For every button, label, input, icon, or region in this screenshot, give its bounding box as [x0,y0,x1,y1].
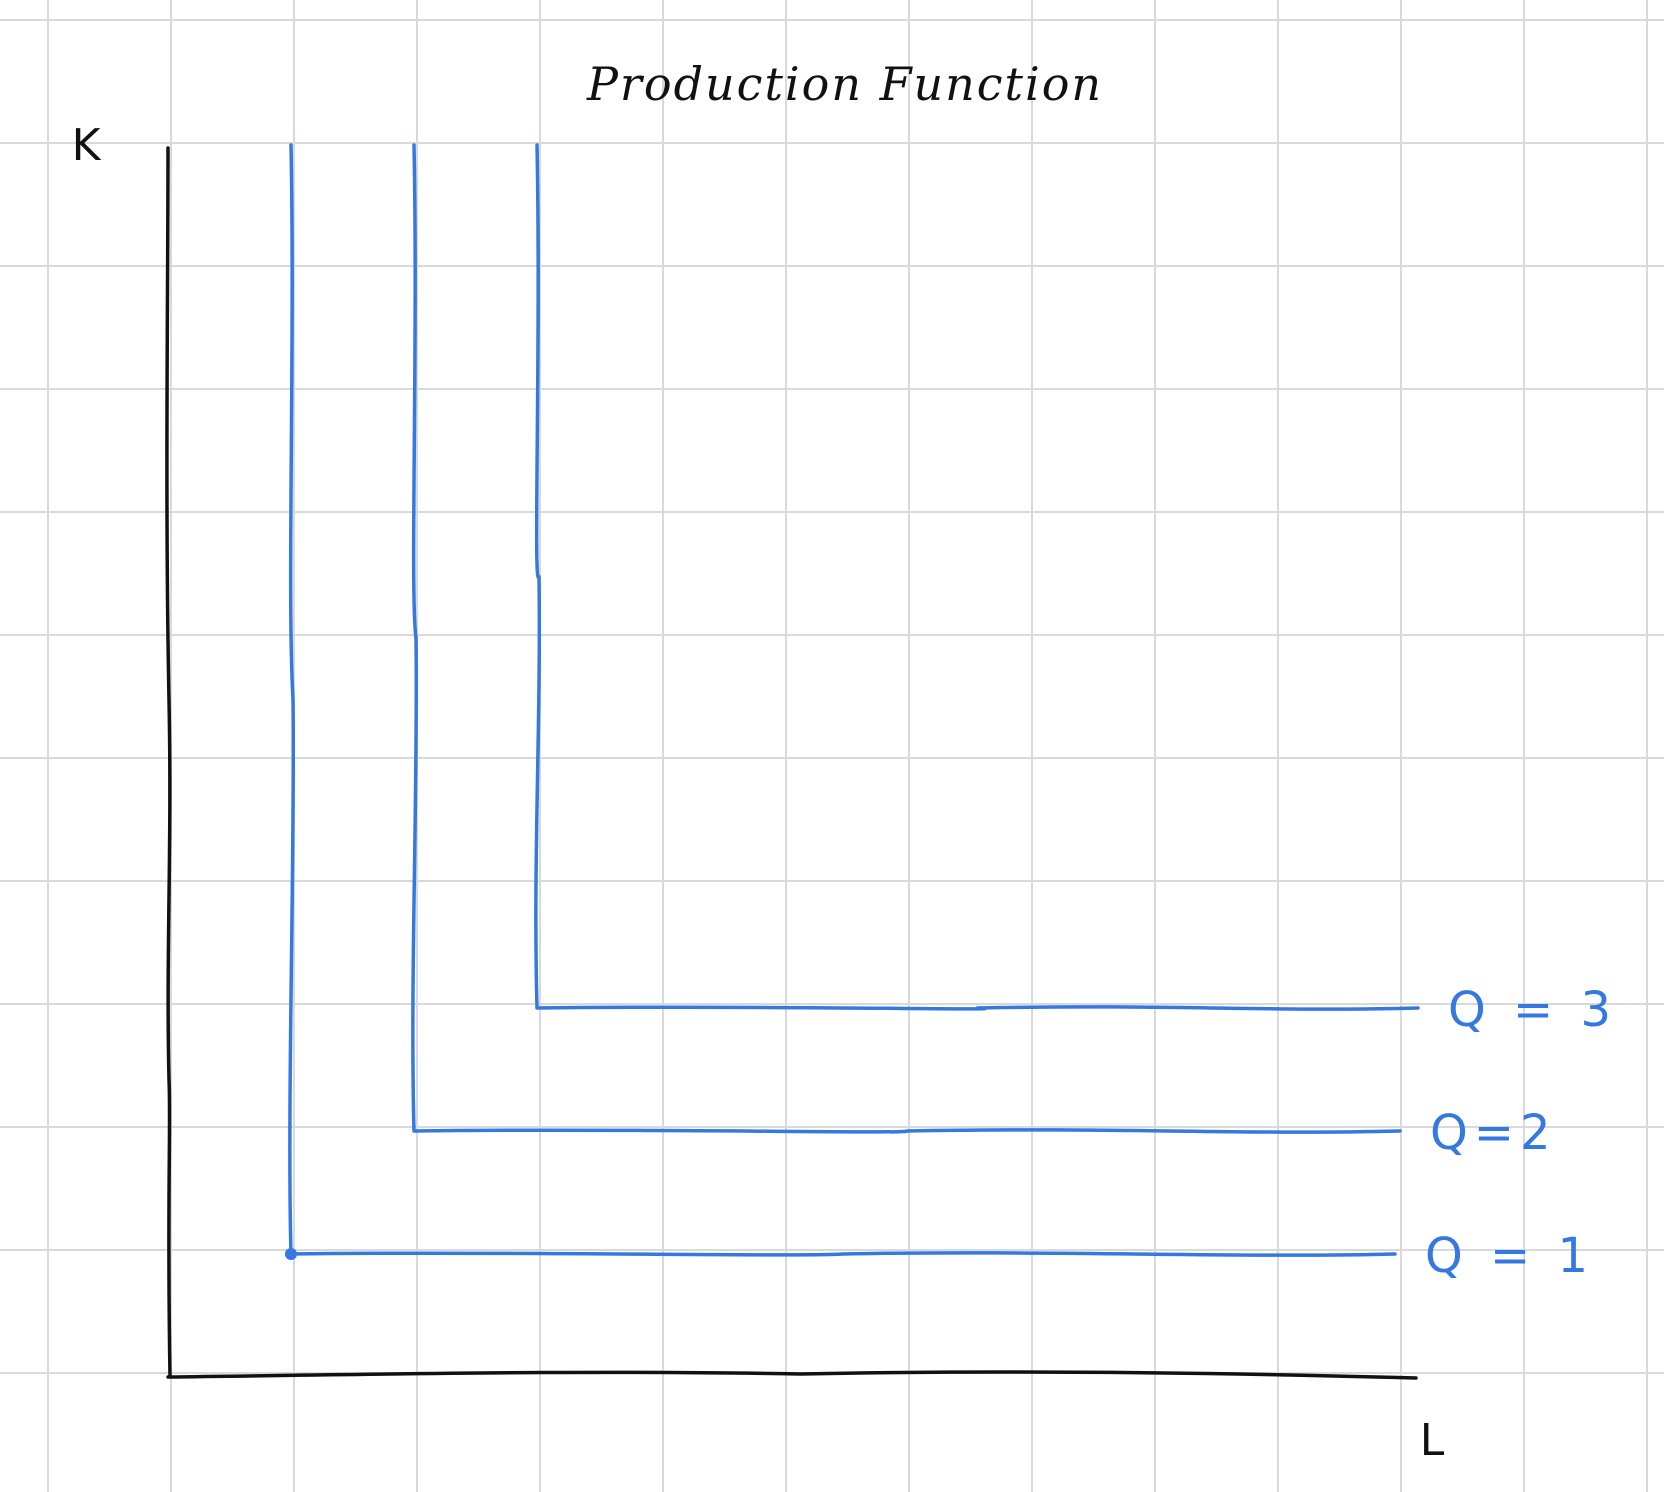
x-axis [166,1370,1418,1380]
isoquant-line [411,143,1402,1134]
axes: K L [72,120,1445,1466]
y-axis-label: K [72,120,102,171]
isoquant-label: Q = 3 [1448,982,1617,1038]
x-axis-label: L [1420,1415,1445,1466]
isoquant-line [534,143,1420,1011]
y-axis [165,146,172,1378]
isoquant-label: Q=2 [1430,1105,1557,1161]
isoquant-corner-dot [285,1248,297,1260]
isoquant-curves: Q = 1 Q=2 Q = 3 [285,143,1617,1284]
isoquant-label: Q = 1 [1425,1228,1594,1284]
diagram-title: Production Function [586,57,1103,111]
